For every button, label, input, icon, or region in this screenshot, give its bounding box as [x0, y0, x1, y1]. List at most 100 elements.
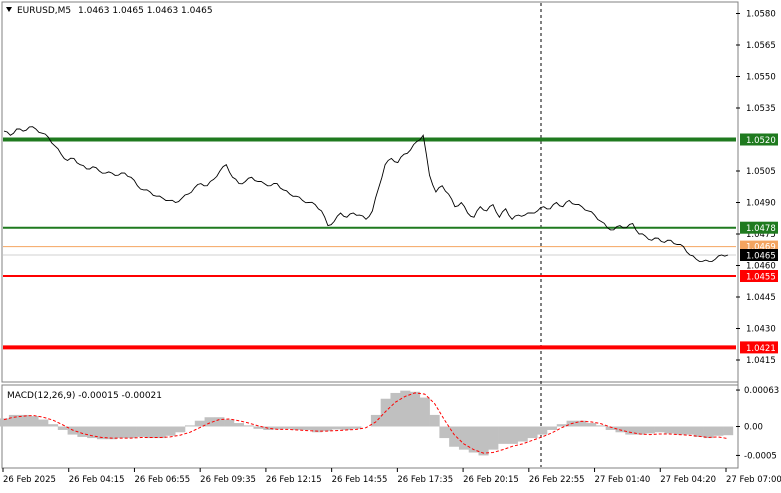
macd-histogram-bar — [683, 426, 695, 435]
macd-histogram-bar — [537, 426, 548, 435]
level-tag-1.0520 — [740, 133, 778, 146]
macd-histogram-bar — [194, 420, 205, 427]
level-label-1.0455: 1.0455 — [746, 273, 776, 283]
ask-price-label: 1.0469 — [746, 243, 776, 253]
macd-histogram-bar — [458, 426, 470, 450]
macd-histogram-bar — [165, 426, 176, 436]
price-tick-label: 1.0415 — [746, 356, 776, 366]
time-tick-label: 26 Feb 06:55 — [134, 475, 190, 485]
macd-histogram-bar — [273, 426, 284, 430]
macd-histogram-bar — [625, 426, 636, 435]
macd-histogram-bar — [224, 419, 235, 427]
macd-histogram-bar — [674, 426, 685, 435]
macd-histogram-bar — [507, 426, 518, 444]
macd-histogram-bar — [145, 426, 156, 439]
macd-histogram-bar — [380, 398, 391, 427]
macd-histogram-bar — [419, 397, 430, 427]
time-tick-label: 26 Feb 14:55 — [332, 475, 388, 485]
macd-histogram-bar — [527, 426, 538, 439]
macd-histogram-bar — [400, 390, 411, 427]
macd-histogram-bar — [390, 392, 401, 427]
macd-tick-label: 0.00 — [744, 423, 763, 433]
macd-histogram-bar — [57, 426, 68, 430]
level-tag-1.0421 — [740, 341, 778, 354]
macd-histogram-bar — [351, 426, 362, 429]
macd-histogram-bar — [243, 425, 254, 427]
macd-histogram-bar — [517, 426, 528, 442]
macd-histogram-bar — [478, 426, 489, 456]
macd-histogram-bar — [8, 414, 19, 427]
time-tick-label: 26 Feb 2025 — [3, 475, 56, 485]
macd-histogram-bar — [605, 426, 616, 430]
triangle-down-icon[interactable] — [6, 7, 12, 12]
macd-histogram-bar — [693, 426, 704, 437]
macd-histogram-bar — [18, 414, 29, 427]
macd-histogram-bar — [488, 426, 499, 450]
time-tick-label: 27 Feb 04:20 — [660, 475, 716, 485]
macd-histogram-bar — [449, 426, 460, 447]
time-axis: 26 Feb 2025 26 Feb 04:15 26 Feb 06:55 26 Fe… — [2, 468, 781, 485]
macd-histogram-bar — [155, 426, 166, 439]
macd-series — [0, 390, 734, 456]
ask-price-tag — [740, 240, 778, 252]
price-tick-label: 1.0430 — [746, 325, 776, 335]
macd-histogram-bar — [282, 426, 293, 429]
macd-histogram-bar — [635, 426, 646, 435]
macd-histogram-bar — [28, 416, 39, 427]
price-tick-label: 1.0535 — [746, 104, 776, 114]
macd-histogram-bar — [341, 426, 352, 430]
macd-histogram-bar — [576, 420, 587, 427]
price-tick-label: 1.0490 — [746, 199, 776, 209]
price-tick-label: 1.0565 — [746, 41, 776, 51]
macd-histogram-bar — [439, 426, 450, 439]
macd-histogram-bar — [185, 425, 196, 427]
macd-histogram-bar — [556, 424, 567, 427]
macd-histogram-bar — [233, 423, 245, 427]
macd-histogram-bar — [106, 426, 117, 440]
level-label-1.0520: 1.0520 — [746, 136, 776, 146]
level-label-1.0478: 1.0478 — [746, 224, 776, 234]
macd-histogram-bar — [644, 426, 655, 434]
price-tick-label: 1.0460 — [746, 262, 776, 272]
macd-histogram-bar — [292, 426, 303, 430]
level-tag-1.0478 — [740, 221, 778, 234]
macd-histogram-bar — [136, 426, 147, 437]
macd-histogram-bar — [48, 424, 59, 427]
price-axis: 1.0580 1.0565 1.0550 1.0535 1.0505 1.0490 1.04… — [736, 10, 779, 461]
time-tick-label: 26 Feb 20:15 — [463, 475, 519, 485]
ohlc-values: 1.0463 1.0465 1.0463 1.0465 — [78, 6, 213, 16]
macd-histogram-bar — [312, 426, 323, 433]
macd-histogram-bar — [615, 426, 626, 433]
price-series — [3, 126, 729, 262]
macd-tick-label: 0.00063 — [744, 386, 779, 396]
current-price-label: 1.0465 — [746, 252, 776, 262]
macd-histogram-bar — [664, 426, 675, 434]
time-tick-label: 26 Feb 22:55 — [529, 475, 585, 485]
symbol-label: EURUSD,M5 — [17, 6, 71, 16]
macd-histogram-bar — [96, 426, 108, 440]
macd-histogram-bar — [703, 426, 714, 439]
time-tick-label: 27 Feb 01:40 — [595, 475, 651, 485]
macd-histogram-bar — [38, 419, 49, 427]
chart-header[interactable]: EURUSD,M5 1.0463 1.0465 1.0463 1.0465 — [6, 6, 213, 16]
macd-histogram-bar — [321, 426, 333, 432]
macd-histogram-bar — [126, 426, 137, 439]
macd-histogram-bar — [263, 426, 274, 430]
macd-histogram-bar — [331, 426, 342, 430]
macd-histogram-bar — [498, 426, 509, 444]
macd-histogram-bar — [429, 414, 440, 427]
macd-label: MACD(12,26,9) -0.00015 -0.00021 — [7, 391, 162, 401]
macd-histogram-bar — [87, 426, 98, 439]
price-levels — [3, 137, 736, 350]
macd-histogram-bar — [116, 426, 127, 439]
macd-signal-line — [3, 392, 729, 454]
price-line — [3, 126, 729, 262]
macd-histogram-bar — [595, 425, 607, 427]
macd-histogram-bar — [253, 426, 264, 429]
macd-histogram-bar — [204, 417, 215, 427]
macd-histogram-bar — [370, 414, 381, 427]
macd-histogram-bar — [214, 417, 225, 427]
main-panel-frame — [1, 1, 739, 383]
